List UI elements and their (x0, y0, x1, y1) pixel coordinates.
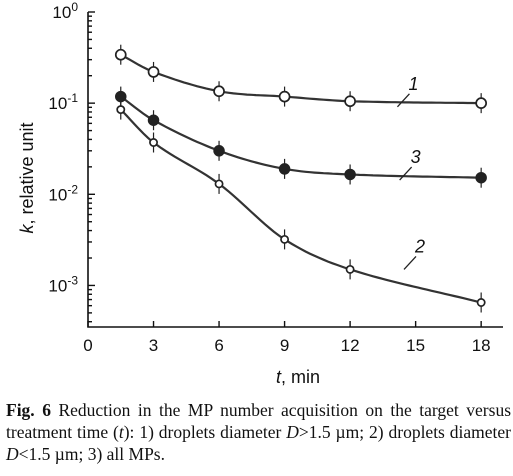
series-1-point (344, 95, 356, 108)
y-tick-label: 10-2 (48, 182, 78, 204)
y-tick-label: 100 (52, 0, 78, 22)
x-tick-label: 9 (280, 336, 289, 355)
markers (114, 44, 488, 313)
curves (120, 53, 482, 304)
curve-labels: 1 2 3 (396, 74, 425, 270)
series-3-label: 3 (411, 147, 421, 167)
series-1-point (475, 97, 488, 109)
x-tick-label: 0 (83, 336, 92, 355)
series-1-label: 1 (408, 74, 418, 94)
series-2-label: 2 (414, 236, 425, 256)
figure-caption: Fig. 6 Reduction in the MP number acquis… (6, 400, 511, 464)
series-2-point (116, 105, 126, 115)
series-2-point (345, 264, 355, 274)
series-3-point (475, 171, 487, 184)
x-tick-label: 15 (406, 336, 425, 355)
series-1-point (213, 85, 225, 98)
series-3-point (278, 163, 291, 175)
series-2-point (476, 298, 486, 307)
series-1-point (147, 66, 160, 78)
series-2-point (214, 179, 224, 189)
x-tick-label: 18 (472, 336, 491, 355)
x-tick-label: 6 (214, 336, 223, 355)
series-1-point (278, 90, 291, 103)
series-1-leader-line (396, 93, 410, 108)
x-tick-label: 12 (341, 336, 360, 355)
series-2-leader-line (403, 256, 417, 270)
figure-label: Fig. 6 (6, 400, 51, 420)
y-tick-label: 10-1 (48, 91, 78, 113)
series-3-point (147, 114, 160, 126)
series-2-curve (120, 108, 482, 304)
series-2-point (149, 138, 158, 147)
series-1-point (114, 48, 127, 61)
x-tick-label: 3 (149, 336, 158, 355)
series-1-curve (120, 53, 482, 105)
y-tick-label: 10-3 (48, 273, 78, 295)
series-3-curve (120, 95, 482, 179)
series-3-leader-line (399, 166, 413, 181)
series-3-point (344, 168, 356, 181)
y-axis-title: k, relative unit (17, 122, 37, 233)
series-3-point (115, 90, 127, 103)
series-2-point (280, 234, 290, 244)
series-3-point (213, 145, 225, 157)
x-axis-title: t, min (276, 367, 320, 387)
